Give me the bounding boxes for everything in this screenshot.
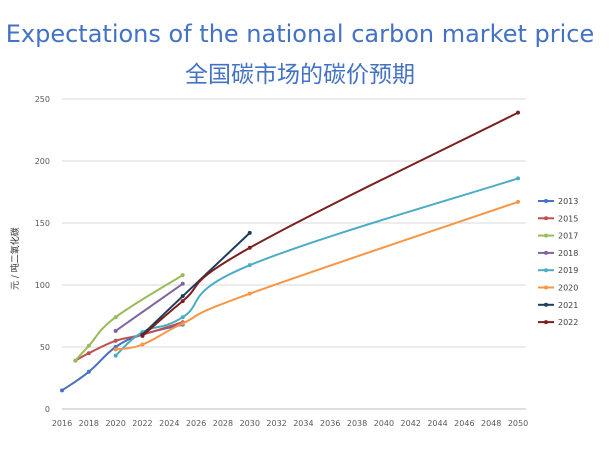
legend-marker-2020 bbox=[544, 285, 548, 290]
legend-marker-2018 bbox=[544, 250, 548, 255]
data-point-2022-2022 bbox=[140, 333, 145, 338]
legend: 2013 2015 2017 2018 2019 2020 2021 2022 bbox=[538, 197, 578, 327]
legend-marker-2017 bbox=[544, 233, 548, 238]
data-point-2022-2025 bbox=[180, 299, 185, 304]
legend-label-2021: 2021 bbox=[558, 301, 578, 310]
x-tick-label-2032: 2032 bbox=[266, 419, 286, 428]
x-tick-label-2024: 2024 bbox=[159, 419, 179, 428]
x-tick-label-2026: 2026 bbox=[186, 419, 206, 428]
legend-marker-2021 bbox=[544, 302, 548, 307]
data-point-2015-2020 bbox=[113, 338, 118, 343]
series-lines bbox=[60, 110, 520, 393]
y-tick-label-50: 50 bbox=[40, 343, 50, 352]
x-tick-label-2040: 2040 bbox=[374, 419, 394, 428]
series-line-2017 bbox=[74, 274, 184, 362]
y-tick-label-0: 0 bbox=[45, 405, 50, 414]
series-2021 bbox=[140, 230, 252, 337]
legend-label-2017: 2017 bbox=[558, 232, 578, 241]
legend-label-2013: 2013 bbox=[558, 197, 578, 206]
data-point-2020-2020 bbox=[113, 347, 118, 352]
series-line-2019 bbox=[114, 177, 519, 357]
series-2019 bbox=[113, 176, 520, 358]
y-tick-label-250: 250 bbox=[35, 95, 50, 104]
x-tick-label-2018: 2018 bbox=[79, 419, 99, 428]
y-tick-label-100: 100 bbox=[35, 281, 50, 290]
data-point-2022-2050 bbox=[516, 110, 520, 115]
data-point-2013-2018 bbox=[86, 369, 91, 374]
chart-subtitle: 全国碳市场的碳价预期 bbox=[185, 62, 415, 88]
x-tick-label-2048: 2048 bbox=[481, 419, 501, 428]
legend-item-2022: 2022 bbox=[538, 318, 578, 327]
x-tick-label-2022: 2022 bbox=[132, 419, 152, 428]
x-tick-label-2020: 2020 bbox=[105, 419, 125, 428]
legend-item-2018: 2018 bbox=[538, 249, 578, 258]
data-point-2015-2018 bbox=[86, 351, 91, 356]
data-point-2013-2016 bbox=[60, 388, 64, 393]
x-tick-label-2038: 2038 bbox=[347, 419, 367, 428]
data-point-2021-2025 bbox=[180, 294, 185, 299]
series-line-2020 bbox=[115, 200, 519, 351]
legend-label-2019: 2019 bbox=[558, 266, 578, 275]
data-point-2019-2030 bbox=[247, 263, 252, 268]
y-tick-label-150: 150 bbox=[35, 219, 50, 228]
legend-marker-2022 bbox=[544, 320, 548, 325]
x-tick-label-2034: 2034 bbox=[293, 419, 313, 428]
data-point-2018-2020 bbox=[113, 328, 118, 333]
data-point-2020-2022 bbox=[140, 342, 145, 347]
x-tick-label-2030: 2030 bbox=[240, 419, 260, 428]
x-tick-label-2016: 2016 bbox=[52, 419, 72, 428]
data-point-2020-2030 bbox=[247, 291, 252, 296]
data-point-2021-2030 bbox=[247, 230, 252, 235]
legend-item-2021: 2021 bbox=[538, 301, 578, 310]
x-tick-label-2044: 2044 bbox=[427, 419, 447, 428]
legend-item-2013: 2013 bbox=[538, 197, 578, 206]
legend-item-2020: 2020 bbox=[538, 284, 578, 293]
gridlines bbox=[62, 98, 526, 348]
legend-label-2022: 2022 bbox=[558, 318, 578, 327]
data-point-2019-2020 bbox=[113, 353, 118, 358]
x-tick-label-2050: 2050 bbox=[508, 419, 528, 428]
series-2018 bbox=[113, 281, 185, 333]
series-line-2022 bbox=[141, 111, 519, 337]
legend-marker-2019 bbox=[544, 268, 548, 273]
chart-title: Expectations of the national carbon mark… bbox=[5, 20, 595, 48]
data-point-2017-2020 bbox=[113, 315, 118, 320]
legend-marker-2013 bbox=[544, 199, 548, 203]
y-tick-label-200: 200 bbox=[35, 157, 50, 166]
legend-marker-2015 bbox=[544, 216, 548, 221]
x-tick-label-2028: 2028 bbox=[213, 419, 233, 428]
data-point-2020-2050 bbox=[516, 199, 520, 204]
data-point-2020-2025 bbox=[180, 321, 185, 326]
data-point-2017-2017 bbox=[73, 358, 78, 363]
x-tick-label-2036: 2036 bbox=[320, 419, 340, 428]
legend-item-2017: 2017 bbox=[538, 232, 578, 241]
series-line-2021 bbox=[141, 232, 251, 336]
legend-item-2019: 2019 bbox=[538, 266, 578, 275]
series-2020 bbox=[113, 199, 520, 352]
legend-label-2015: 2015 bbox=[558, 214, 578, 223]
data-point-2019-2050 bbox=[516, 176, 520, 181]
data-point-2022-2030 bbox=[247, 245, 252, 250]
legend-item-2015: 2015 bbox=[538, 214, 578, 223]
data-point-2017-2018 bbox=[86, 343, 91, 348]
series-line-2018 bbox=[115, 282, 184, 332]
data-point-2018-2025 bbox=[180, 281, 185, 286]
series-2022 bbox=[140, 110, 520, 338]
series-2017 bbox=[73, 273, 185, 363]
data-point-2017-2025 bbox=[180, 273, 185, 278]
x-tick-label-2042: 2042 bbox=[401, 419, 421, 428]
legend-label-2018: 2018 bbox=[558, 249, 578, 258]
x-tick-label-2046: 2046 bbox=[454, 419, 474, 428]
tick-labels: 0 50 100 150 200 250 2016 2018 2020 2022 2024 2026 2… bbox=[35, 95, 528, 428]
legend-label-2020: 2020 bbox=[558, 284, 578, 293]
data-point-2019-2025 bbox=[180, 315, 185, 320]
